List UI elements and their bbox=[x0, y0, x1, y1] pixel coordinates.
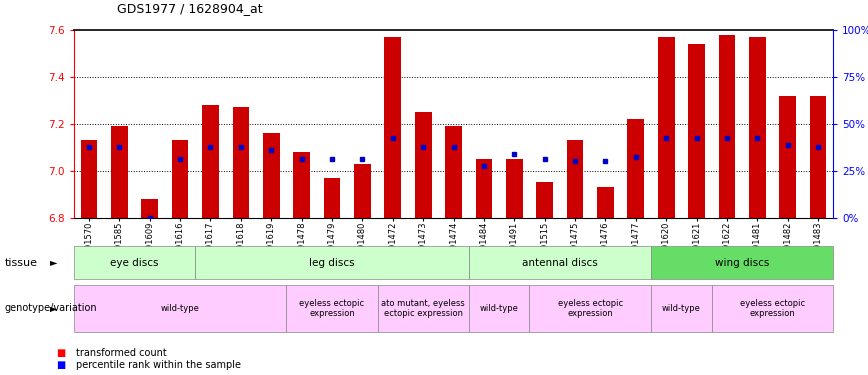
Bar bbox=[354, 164, 371, 218]
Text: transformed count: transformed count bbox=[76, 348, 167, 358]
Text: eyeless ectopic
expression: eyeless ectopic expression bbox=[740, 299, 806, 318]
Text: eye discs: eye discs bbox=[110, 258, 159, 267]
Bar bbox=[658, 37, 674, 218]
Bar bbox=[324, 178, 340, 218]
Text: wing discs: wing discs bbox=[715, 258, 769, 267]
Text: eyeless ectopic
expression: eyeless ectopic expression bbox=[557, 299, 623, 318]
Bar bbox=[111, 126, 128, 218]
Text: wild-type: wild-type bbox=[662, 304, 700, 313]
Text: eyeless ectopic
expression: eyeless ectopic expression bbox=[299, 299, 365, 318]
Text: GDS1977 / 1628904_at: GDS1977 / 1628904_at bbox=[117, 2, 263, 15]
Bar bbox=[81, 140, 97, 218]
Bar bbox=[293, 152, 310, 217]
Bar bbox=[445, 126, 462, 218]
Bar bbox=[141, 199, 158, 217]
Text: antennal discs: antennal discs bbox=[522, 258, 598, 267]
Bar bbox=[506, 159, 523, 218]
Bar bbox=[385, 37, 401, 218]
Text: genotype/variation: genotype/variation bbox=[4, 303, 97, 313]
Text: wild-type: wild-type bbox=[480, 304, 518, 313]
Bar bbox=[628, 119, 644, 218]
Text: leg discs: leg discs bbox=[309, 258, 355, 267]
Text: ato mutant, eyeless
ectopic expression: ato mutant, eyeless ectopic expression bbox=[381, 299, 465, 318]
Bar bbox=[567, 140, 583, 218]
Bar bbox=[415, 112, 431, 218]
Bar bbox=[476, 159, 492, 218]
Bar bbox=[719, 34, 735, 218]
Text: wild-type: wild-type bbox=[161, 304, 200, 313]
Text: ■: ■ bbox=[56, 348, 66, 358]
Bar bbox=[202, 105, 219, 218]
Bar bbox=[810, 96, 826, 218]
Bar bbox=[233, 107, 249, 218]
Bar bbox=[172, 140, 188, 218]
Bar bbox=[263, 133, 279, 218]
Bar bbox=[688, 44, 705, 218]
Text: ►: ► bbox=[50, 258, 57, 267]
Text: percentile rank within the sample: percentile rank within the sample bbox=[76, 360, 240, 370]
Bar bbox=[597, 187, 614, 218]
Bar bbox=[536, 182, 553, 218]
Bar bbox=[779, 96, 796, 218]
Bar bbox=[749, 37, 766, 218]
Text: ►: ► bbox=[50, 303, 57, 313]
Text: tissue: tissue bbox=[4, 258, 37, 267]
Text: ■: ■ bbox=[56, 360, 66, 370]
